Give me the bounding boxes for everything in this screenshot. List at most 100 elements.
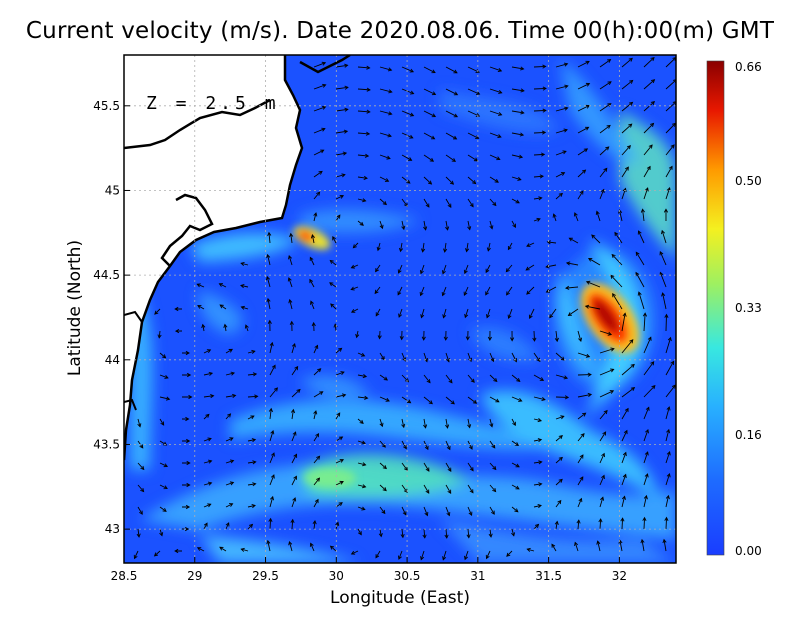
velocity-arrow	[526, 242, 535, 247]
velocity-arrows	[133, 56, 676, 561]
velocity-arrow	[357, 352, 366, 357]
velocity-arrow	[511, 528, 516, 537]
velocity-arrow	[489, 506, 495, 515]
velocity-arrow	[398, 308, 403, 318]
velocity-arrow	[309, 278, 315, 288]
velocity-arrow	[203, 503, 212, 508]
velocity-arrow	[487, 330, 492, 341]
velocity-arrow	[442, 550, 447, 561]
velocity-arrow	[511, 440, 520, 446]
velocity-arrow	[599, 390, 615, 398]
velocity-arrow	[269, 452, 275, 464]
velocity-arrow	[335, 85, 349, 90]
velocity-arrow	[620, 517, 625, 530]
velocity-arrow	[555, 150, 567, 156]
velocity-arrow	[329, 282, 337, 288]
velocity-arrow	[511, 396, 523, 402]
velocity-arrow	[621, 123, 633, 134]
velocity-arrow	[375, 550, 381, 559]
velocity-arrow	[637, 230, 645, 244]
velocity-arrow	[379, 88, 393, 94]
velocity-arrow	[643, 56, 655, 68]
velocity-arrow	[511, 220, 516, 228]
velocity-arrow	[511, 132, 525, 137]
velocity-arrow	[225, 371, 236, 376]
colorbar-tick-label: 0.50	[735, 174, 762, 188]
velocity-arrow	[291, 475, 297, 486]
velocity-arrow	[313, 212, 318, 222]
coastline	[124, 55, 304, 461]
velocity-arrow	[289, 232, 294, 244]
velocity-arrow	[574, 541, 579, 552]
velocity-arrow	[489, 198, 497, 207]
velocity-arrow	[573, 212, 579, 222]
velocity-arrow	[445, 462, 452, 472]
velocity-arrow	[445, 110, 459, 118]
velocity-arrow	[612, 292, 623, 310]
velocity-arrow	[378, 528, 383, 538]
velocity-arrow	[621, 473, 627, 486]
velocity-arrow	[401, 88, 415, 95]
velocity-arrow	[507, 308, 513, 319]
velocity-arrow	[489, 396, 500, 403]
velocity-arrow	[401, 66, 415, 73]
velocity-arrow	[225, 522, 230, 530]
velocity-arrow	[291, 453, 298, 464]
velocity-arrow	[577, 352, 591, 358]
velocity-arrow	[533, 217, 541, 222]
velocity-arrow	[545, 264, 557, 269]
velocity-arrow	[423, 154, 435, 162]
velocity-arrow	[599, 474, 605, 486]
velocity-arrow	[335, 151, 348, 156]
velocity-arrow	[423, 418, 428, 429]
velocity-arrow	[533, 504, 542, 509]
velocity-arrow	[203, 437, 212, 442]
velocity-arrow	[357, 418, 364, 424]
velocity-arrow	[357, 65, 371, 70]
velocity-arrow	[664, 516, 669, 530]
colorbar-ticks: 0.00 0.16 0.33 0.50 0.66	[735, 60, 762, 558]
velocity-arrow	[137, 506, 143, 515]
velocity-arrow	[247, 460, 257, 465]
velocity-arrow	[157, 330, 162, 339]
velocity-arrow	[665, 406, 671, 420]
x-tick-label: 31.5	[535, 569, 562, 583]
velocity-arrow	[643, 79, 656, 90]
velocity-arrow	[379, 506, 386, 515]
velocity-arrow	[659, 250, 667, 266]
velocity-arrow	[335, 371, 345, 376]
velocity-arrow	[576, 519, 581, 530]
velocity-arrow	[485, 550, 491, 560]
velocity-arrow	[375, 264, 381, 273]
velocity-arrow	[621, 407, 629, 420]
velocity-arrow	[313, 477, 321, 486]
velocity-arrow	[467, 110, 481, 117]
velocity-arrow	[201, 323, 206, 332]
velocity-arrow	[568, 237, 579, 244]
velocity-arrow	[423, 88, 437, 96]
velocity-arrow	[441, 286, 447, 297]
velocity-arrow	[355, 330, 360, 339]
velocity-arrow	[289, 320, 294, 332]
velocity-arrow	[197, 305, 205, 310]
velocity-arrow	[401, 176, 411, 184]
velocity-arrow	[401, 220, 406, 231]
velocity-arrow	[445, 198, 452, 208]
velocity-arrow	[585, 280, 601, 288]
velocity-arrow	[335, 393, 347, 398]
velocity-arrow	[313, 127, 326, 134]
velocity-arrow	[665, 165, 673, 178]
velocity-arrow	[335, 458, 345, 464]
velocity-arrow	[587, 257, 601, 266]
x-axis-label: Longitude (East)	[330, 588, 470, 608]
velocity-arrow	[267, 319, 272, 332]
velocity-arrow	[247, 394, 259, 399]
velocity-arrow	[489, 418, 494, 428]
velocity-arrow	[181, 504, 191, 510]
depth-label: Z = 2.5 m	[146, 93, 280, 114]
velocity-arrow	[401, 110, 415, 117]
velocity-arrow	[329, 545, 337, 552]
velocity-arrow	[313, 410, 318, 420]
velocity-arrow	[662, 538, 667, 552]
velocity-arrow	[203, 413, 210, 420]
